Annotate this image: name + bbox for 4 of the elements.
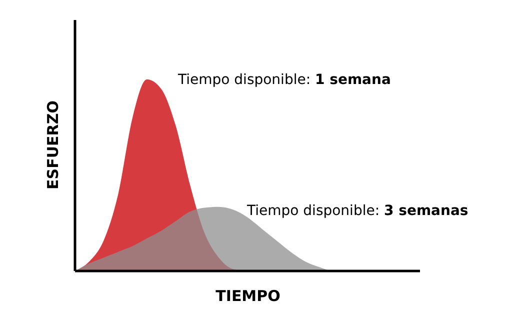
x-axis-title: TIEMPO — [214, 287, 282, 305]
annotation: Tiempo disponible: 1 semana — [178, 72, 391, 88]
y-axis-title: ESFUERZO — [44, 100, 62, 190]
annotation: Tiempo disponible: 3 semanas — [247, 203, 468, 219]
